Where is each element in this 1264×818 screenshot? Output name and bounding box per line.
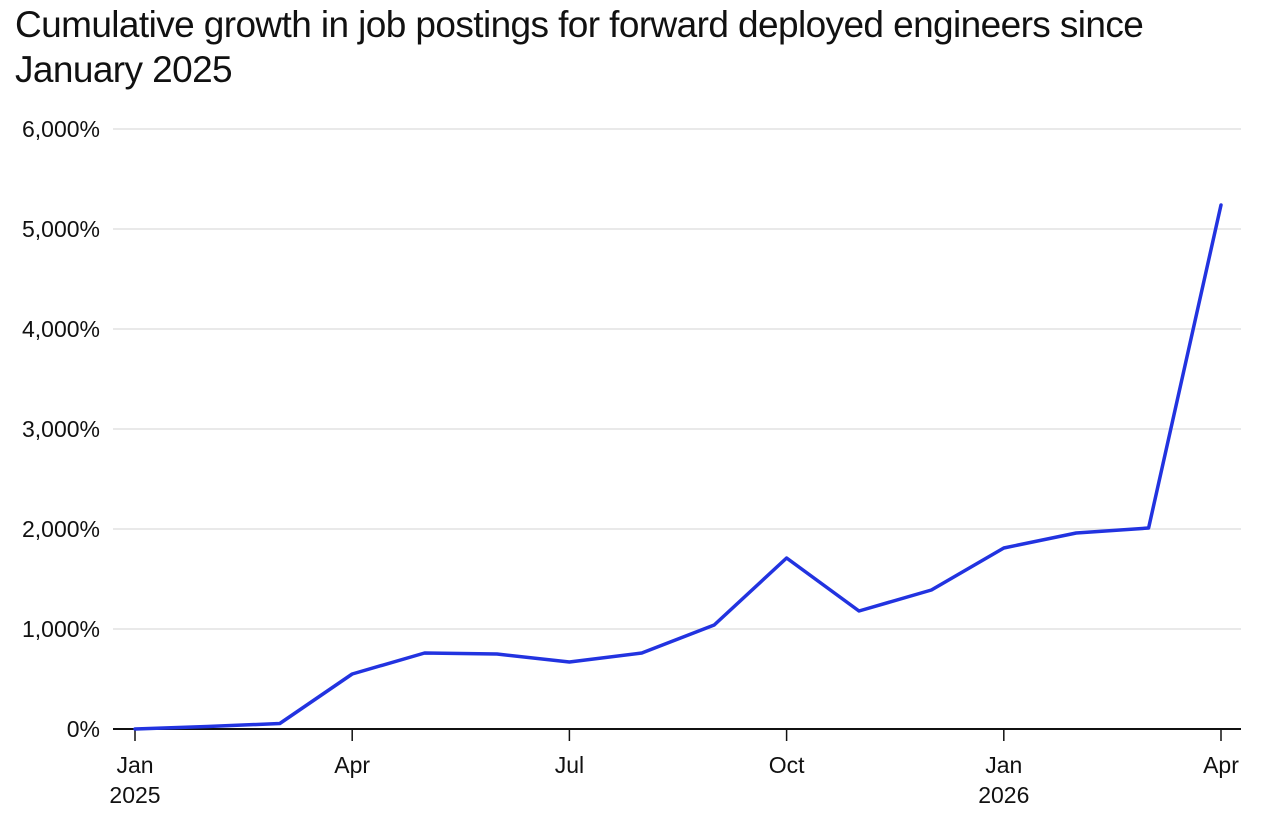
y-tick-label: 3,000% [22,416,100,442]
y-tick-label: 0% [67,716,100,742]
x-tick-year-label: 2026 [978,782,1029,808]
x-axis-ticks: Jan 2025 Apr Jul Oct Jan 2026 Apr [109,729,1239,808]
y-tick-label: 6,000% [22,116,100,142]
x-tick-label: Oct [769,752,805,778]
x-tick-label: Jan [116,752,153,778]
series-layer [133,203,1223,731]
x-tick-label: Apr [1203,752,1239,778]
y-tick-label: 1,000% [22,616,100,642]
y-tick-label: 4,000% [22,316,100,342]
series-line [133,203,1223,731]
gridlines [113,128,1241,730]
x-tick-label: Jan [985,752,1022,778]
x-tick-label: Jul [555,752,584,778]
x-tick-label: Apr [334,752,370,778]
y-tick-label: 5,000% [22,216,100,242]
y-tick-label: 2,000% [22,516,100,542]
y-axis-ticks: 0% 1,000% 2,000% 3,000% 4,000% 5,000% 6,000% [22,116,100,742]
x-tick-year-label: 2025 [109,782,160,808]
chart-title: Cumulative growth in job postings for fo… [15,4,1144,90]
